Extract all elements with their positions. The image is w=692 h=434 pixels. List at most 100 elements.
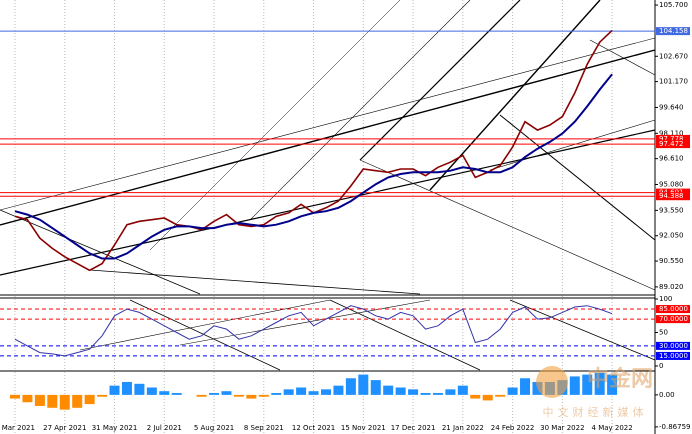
histogram-bar bbox=[196, 394, 207, 397]
y-tick-label: 90.550 bbox=[659, 257, 684, 265]
histogram-bar bbox=[134, 383, 145, 395]
histogram-bar bbox=[159, 391, 170, 395]
x-tick-label: 24 Feb 2022 bbox=[491, 424, 535, 432]
histogram-bar bbox=[420, 393, 431, 395]
trendline bbox=[79, 299, 331, 351]
histogram-bar bbox=[308, 391, 319, 395]
x-tick-label: 30 Mar 2022 bbox=[540, 424, 584, 432]
histogram-bar bbox=[457, 385, 468, 395]
trendline bbox=[359, 0, 521, 161]
histogram-bar bbox=[607, 374, 618, 395]
y-tick-label: 105.700 bbox=[659, 1, 688, 9]
trendline bbox=[509, 299, 656, 361]
histogram-bar bbox=[10, 394, 20, 399]
histogram-bar bbox=[470, 394, 481, 399]
level-label-box bbox=[656, 315, 690, 324]
histogram-bar bbox=[246, 394, 257, 399]
level-label: 15.0000 bbox=[659, 352, 688, 360]
y-tick-label: 98.110 bbox=[659, 129, 684, 137]
level-label: 85.0000 bbox=[659, 305, 688, 313]
y-tick-label: 95.080 bbox=[659, 181, 684, 189]
histogram-bar bbox=[221, 391, 232, 395]
trendline bbox=[0, 129, 656, 276]
histogram-bar bbox=[233, 394, 244, 397]
histogram-bar bbox=[283, 389, 294, 395]
x-tick-label: 21 Jan 2022 bbox=[442, 424, 484, 432]
x-tick-label: 31 May 2021 bbox=[92, 424, 138, 432]
y-tick-label: 100 bbox=[659, 295, 672, 303]
y-tick-label: 96.610 bbox=[659, 155, 684, 163]
y-tick-label: 89.020 bbox=[659, 283, 684, 291]
histogram-bar bbox=[146, 387, 157, 395]
level-label: 97.778 bbox=[659, 135, 684, 143]
trendline bbox=[499, 114, 656, 241]
trendline bbox=[89, 269, 421, 295]
level-label-box bbox=[656, 27, 690, 36]
histogram-bar bbox=[333, 385, 344, 395]
x-tick-label: 12 Oct 2021 bbox=[292, 424, 335, 432]
histogram-bar bbox=[109, 385, 120, 395]
level-label-box bbox=[656, 341, 690, 350]
y-tick-label: 101.170 bbox=[659, 78, 688, 86]
histogram-bar bbox=[47, 394, 58, 408]
y-tick-label: 99.640 bbox=[659, 103, 684, 111]
histogram-bar bbox=[34, 394, 45, 406]
histogram-bar bbox=[358, 374, 369, 395]
histogram-bar bbox=[271, 393, 282, 395]
trendlines bbox=[0, 0, 656, 371]
histogram-bar bbox=[59, 394, 70, 410]
trendline bbox=[179, 299, 431, 346]
trendline bbox=[149, 0, 401, 251]
histogram-bar bbox=[482, 394, 493, 401]
y-tick-label: 102.670 bbox=[659, 52, 688, 60]
x-tick-label: 2 Jul 2021 bbox=[147, 424, 182, 432]
trendline bbox=[0, 37, 656, 211]
x-tick-label: 4 May 2022 bbox=[592, 424, 633, 432]
trendline bbox=[0, 209, 201, 295]
y-tick-label: 50 bbox=[659, 328, 668, 336]
histogram-bar bbox=[22, 394, 33, 403]
histogram-bar bbox=[171, 393, 182, 395]
y-tick-label: 0.00 bbox=[659, 391, 675, 399]
level-label-box bbox=[656, 134, 690, 143]
histogram-bar bbox=[258, 394, 269, 397]
histogram-bar bbox=[370, 380, 381, 395]
trendline bbox=[329, 299, 481, 371]
x-tick-label: 4 Mar 2021 bbox=[0, 424, 35, 432]
watermark: 中金网 中文财经新媒体 bbox=[536, 366, 653, 419]
trendline bbox=[589, 39, 656, 76]
histogram-bar bbox=[345, 378, 356, 395]
level-label: 70.0000 bbox=[659, 315, 688, 323]
level-label-box bbox=[656, 140, 690, 149]
y-tick-label: 92.050 bbox=[659, 232, 684, 240]
histogram-bar bbox=[594, 372, 605, 395]
y-tick-label: 0 bbox=[659, 362, 663, 370]
histogram-bar bbox=[569, 376, 580, 395]
watermark-title: 中金网 bbox=[587, 366, 653, 392]
level-label-box bbox=[656, 305, 690, 314]
trendline bbox=[359, 159, 656, 291]
histogram-bar bbox=[84, 394, 95, 405]
histogram-bar bbox=[495, 394, 506, 397]
histogram-bar bbox=[507, 387, 518, 395]
x-tick-label: 17 Dec 2021 bbox=[391, 424, 436, 432]
y-tick-label: -0.86759 bbox=[659, 423, 690, 431]
histogram-bar bbox=[582, 374, 593, 395]
histogram-bar bbox=[296, 387, 307, 395]
level-label: 104.158 bbox=[659, 27, 688, 35]
histogram-bar bbox=[445, 389, 456, 395]
x-tick-label: 8 Sep 2021 bbox=[244, 424, 284, 432]
histogram-bar bbox=[383, 385, 394, 395]
level-label: 97.472 bbox=[659, 140, 684, 148]
histogram-bar bbox=[72, 394, 83, 408]
histogram-bar bbox=[209, 393, 220, 395]
watermark-logo bbox=[536, 366, 568, 398]
histogram-bar bbox=[121, 381, 132, 395]
histogram-bar bbox=[520, 378, 531, 395]
series-line bbox=[14, 305, 613, 357]
series-line bbox=[14, 73, 613, 260]
trendline bbox=[249, 0, 471, 221]
histogram-bar bbox=[432, 393, 443, 395]
